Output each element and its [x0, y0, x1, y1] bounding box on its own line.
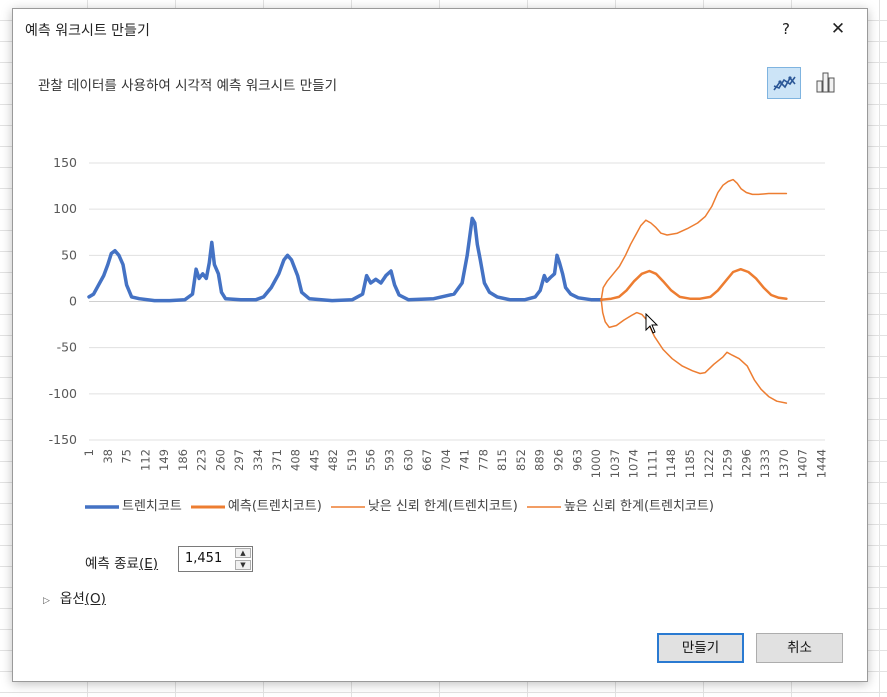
x-tick-label: 260 [213, 449, 227, 471]
series-line-2 [600, 298, 788, 404]
x-tick-label: 371 [270, 449, 284, 471]
x-tick-label: 778 [476, 449, 490, 471]
cancel-button[interactable]: 취소 [756, 633, 843, 663]
column-chart-icon [816, 72, 835, 93]
x-tick-label: 852 [514, 449, 528, 471]
line-chart-type-button[interactable] [767, 67, 801, 99]
x-tick-label: 1 [82, 449, 96, 456]
x-tick-label: 149 [157, 449, 171, 471]
x-tick-label: 112 [138, 449, 152, 471]
dialog-title: 예측 워크시트 만들기 [25, 23, 150, 39]
x-tick-label: 1111 [645, 449, 659, 478]
x-tick-label: 741 [458, 449, 472, 471]
x-tick-label: 556 [364, 449, 378, 471]
options-label: 옵션 [59, 591, 85, 607]
x-tick-label: 1148 [664, 449, 678, 478]
help-button[interactable]: ? [782, 20, 790, 38]
line-chart-icon [773, 76, 796, 91]
x-tick-label: 408 [289, 449, 303, 471]
legend-item-upper: 높은 신뢰 한계(트렌치코트) [526, 495, 714, 514]
legend-label: 낮은 신뢰 한계(트렌치코트) [367, 499, 518, 514]
legend-swatch-orange [190, 505, 225, 508]
x-tick-label: 630 [401, 449, 415, 471]
x-tick-label: 1296 [739, 449, 753, 478]
x-tick-label: 223 [195, 449, 209, 471]
x-tick-label: 297 [232, 449, 246, 471]
x-tick-label: 815 [495, 449, 509, 471]
x-tick-label: 1185 [683, 449, 697, 478]
y-tick-label: -50 [57, 340, 77, 355]
y-tick-label: 100 [53, 201, 77, 216]
x-tick-label: 963 [570, 449, 584, 471]
spin-down-icon[interactable]: ▼ [235, 560, 251, 570]
dialog-subtitle: 관찰 데이터를 사용하여 시각적 예측 워크시트 만들기 [38, 78, 337, 94]
y-tick-label: -150 [49, 432, 77, 447]
x-tick-label: 889 [533, 449, 547, 471]
x-tick-label: 75 [120, 449, 134, 464]
forecast-dialog: 예측 워크시트 만들기 ? ✕ 관찰 데이터를 사용하여 시각적 예측 워크시트… [12, 8, 868, 682]
chart-legend: 트렌치코트 예측(트렌치코트) 낮은 신뢰 한계(트렌치코트) 높은 신뢰 한계… [85, 495, 718, 515]
series-line-1 [599, 267, 788, 301]
y-tick-label: -100 [49, 386, 77, 401]
x-tick-label: 445 [307, 449, 321, 471]
x-tick-label: 1037 [608, 449, 622, 478]
x-tick-label: 1222 [702, 449, 716, 478]
series-line-3 [600, 178, 788, 301]
x-tick-label: 926 [552, 449, 566, 471]
y-tick-label: 50 [61, 247, 77, 262]
legend-swatch-orange-thin [526, 505, 561, 508]
forecast-end-mnemonic: (E) [138, 556, 159, 572]
create-button[interactable]: 만들기 [657, 633, 744, 663]
x-tick-label: 593 [382, 449, 396, 471]
options-mnemonic: (O) [84, 591, 106, 607]
y-tick-label: 0 [69, 294, 77, 309]
legend-label: 트렌치코트 [122, 499, 182, 514]
x-tick-label: 186 [176, 449, 190, 471]
x-tick-label: 38 [101, 449, 115, 464]
x-tick-label: 1444 [814, 449, 828, 478]
y-tick-label: 150 [53, 155, 77, 170]
spin-up-icon[interactable]: ▲ [235, 548, 251, 558]
expand-triangle-icon: ▷ [43, 596, 50, 606]
series-line-0 [87, 216, 603, 303]
forecast-end-spinner[interactable]: ▲ ▼ [235, 548, 251, 570]
forecast-chart: 150 100 50 0 -50 -100 -150 1 38 75 112 149 186 223 260… [49, 155, 829, 478]
legend-swatch-blue [85, 504, 119, 509]
x-tick-label: 1074 [627, 449, 641, 478]
column-chart-type-button[interactable] [809, 67, 843, 99]
forecast-end-label: 예측 종료(E) [85, 552, 158, 572]
legend-item-trend: 트렌치코트 [85, 495, 182, 514]
legend-item-forecast: 예측(트렌치코트) [190, 495, 322, 514]
legend-item-lower: 낮은 신뢰 한계(트렌치코트) [330, 495, 518, 514]
x-tick-label: 1000 [589, 449, 603, 478]
x-tick-label: 334 [251, 449, 265, 471]
x-tick-label: 1259 [721, 449, 735, 478]
close-button[interactable]: ✕ [830, 19, 846, 39]
x-tick-label: 1407 [796, 449, 810, 478]
x-tick-label: 1333 [758, 449, 772, 478]
legend-label: 예측(트렌치코트) [227, 499, 322, 514]
forecast-end-input[interactable]: 1,451 [178, 546, 253, 572]
mouse-cursor-icon [645, 313, 659, 334]
legend-swatch-orange-thin [330, 505, 365, 508]
x-tick-label: 704 [439, 449, 453, 471]
x-tick-label: 519 [345, 449, 359, 471]
forecast-end-text: 예측 종료 [85, 556, 139, 572]
options-expander[interactable]: ▷ 옵션(O) [43, 587, 106, 607]
x-tick-label: 482 [326, 449, 340, 471]
x-tick-label: 1370 [777, 449, 791, 478]
legend-label: 높은 신뢰 한계(트렌치코트) [563, 499, 714, 514]
x-tick-label: 667 [420, 449, 434, 471]
